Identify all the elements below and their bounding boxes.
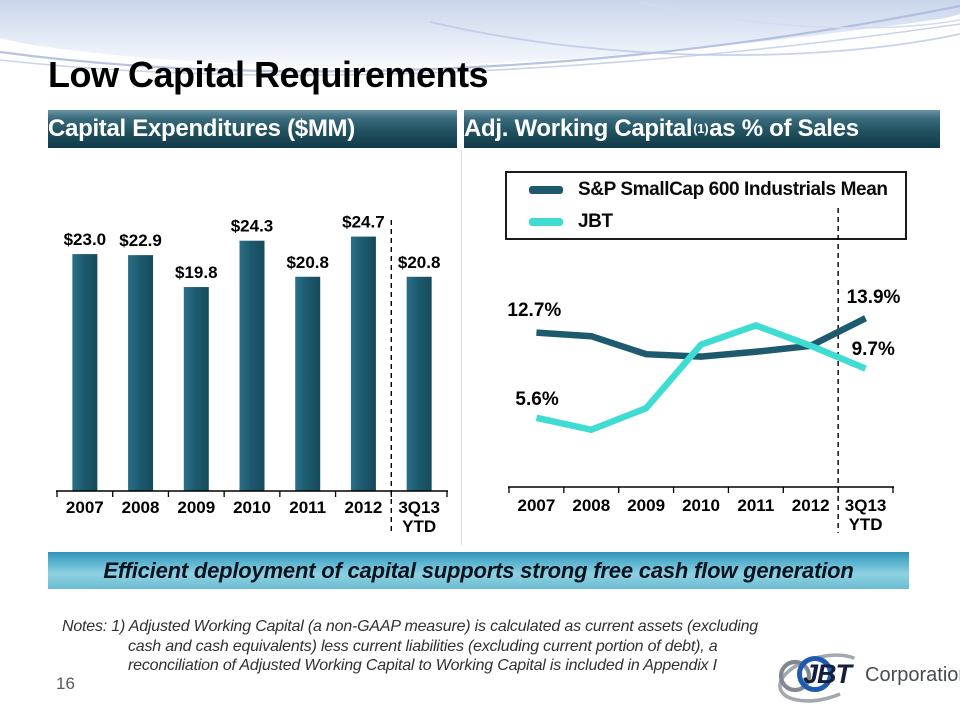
x-axis-label: 2009 [627,496,666,515]
point-value-label: 13.9% [846,287,901,309]
slide-title: Low Capital Requirements [48,54,489,95]
x-axis-label: 3Q13 YTD [398,498,440,536]
bar-2011 [295,276,321,491]
x-axis-label: 2010 [233,498,271,517]
x-axis-label: 2008 [572,496,611,515]
legend-entry-jbt: JBT [529,211,905,233]
footnote-line: reconciliation of Adjusted Working Capit… [128,657,717,674]
legend-swatch-jbt [529,217,563,226]
legend-label-jbt: JBT [578,210,613,232]
bar-chart-canvas: $23.0 $22.9 $19.8 $24.3 $20.8 $24.7 $20.8 [56,213,448,533]
bar-value-label: $20.8 [398,253,441,272]
top-swirl-decoration [0,0,960,100]
bar-2010 [239,240,265,491]
bar-2007 [72,254,98,491]
footnote-line: cash and cash equivalents) less current … [128,637,718,655]
right-chart-header: Adj. Working Capital (1) as % of Sales [464,110,940,148]
footnotes: Notes: 1) Adjusted Working Capital (a no… [62,617,802,676]
bar-value-label: $20.8 [286,253,329,272]
panel-divider [461,150,462,545]
bar-2012 [350,236,376,491]
x-axis-label: 2011 [737,496,775,515]
x-axis-label: 2008 [121,498,160,517]
x-axis-label: 2012 [791,496,830,515]
point-value-label: 12.7% [507,299,562,321]
line-series-jbt [535,321,867,434]
x-axis-label: 2007 [517,496,556,515]
logo-jbt-text: JBT [803,659,852,689]
left-chart-header: Capital Expenditures ($MM) [48,110,457,148]
bar-2009 [183,287,209,491]
logo-corporation-text: Corporation [865,664,960,686]
x-axis-label: 2012 [344,498,383,517]
jbt-corporation-logo: JBT Corporation [770,646,960,708]
capex-bar-chart: $23.0 $22.9 $19.8 $24.3 $20.8 $24.7 $20.8 2007 2… [48,150,457,550]
line-chart-canvas [508,208,894,533]
x-axis-label: 3Q13 YTD [844,496,887,534]
left-chart-header-label: Capital Expenditures ($MM) [48,115,355,142]
bar-value-label: $24.3 [231,217,274,236]
bar-value-label: $19.8 [175,263,218,282]
key-message-text: Efficient deployment of capital supports… [103,557,854,583]
working-capital-line-chart: S&P SmallCap 600 Industrials Mean JBT 20… [464,150,940,550]
bar-value-label: $22.9 [119,231,162,250]
legend-entry-sp600: S&P SmallCap 600 Industrials Mean [529,179,905,201]
x-axis-label: 2007 [65,498,104,517]
page-number: 16 [56,674,75,693]
bar-3Q13 YTD [406,276,432,491]
chart-legend: S&P SmallCap 600 Industrials Mean JBT [505,171,907,240]
bar-value-label: $23.0 [64,230,107,249]
jbt-logo-swirl-icon [778,653,866,703]
legend-swatch-sp600 [529,185,563,194]
point-value-label: 9.7% [851,338,895,360]
x-axis-label: 2011 [289,498,327,517]
legend-label-sp600: S&P SmallCap 600 Industrials Mean [578,178,888,200]
footnote-line: Notes: 1) Adjusted Working Capital (a no… [62,618,758,635]
right-chart-header-label: Adj. Working Capital [464,115,693,142]
bar-value-label: $24.7 [342,213,385,232]
point-value-label: 5.6% [515,388,559,410]
bar-2008 [128,255,154,491]
x-axis-label: 2010 [682,496,720,515]
key-message-banner: Efficient deployment of capital supports… [48,552,909,589]
x-axis-label: 2009 [177,498,216,517]
right-chart-header-suffix: as % of Sales [709,115,859,142]
